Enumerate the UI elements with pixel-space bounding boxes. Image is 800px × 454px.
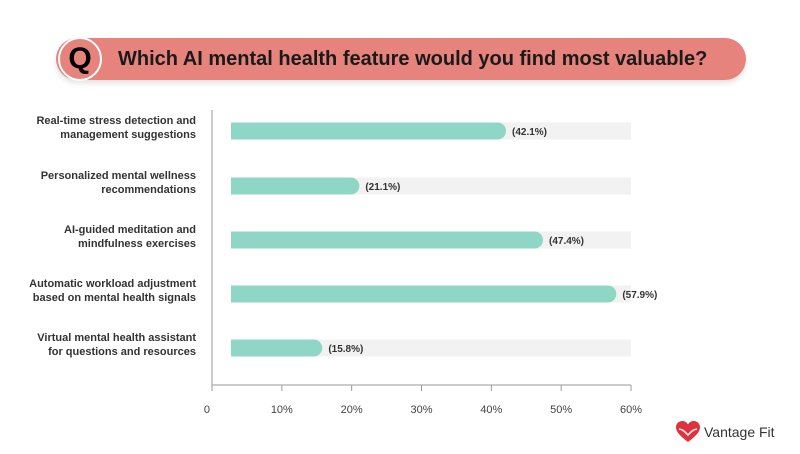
bar-value-label: (42.1%) [512, 127, 547, 138]
heart-icon [676, 421, 700, 442]
bar-value-label: (15.8%) [328, 344, 363, 355]
question-badge-letter: Q [68, 42, 92, 75]
question-title: Which AI mental health feature would you… [118, 48, 708, 70]
x-tick-label: 20% [341, 404, 363, 416]
category-label: AI-guided meditation and [64, 224, 196, 236]
category-label: Real-time stress detection and [36, 115, 196, 127]
category-label: mindfulness exercises [78, 238, 196, 250]
category-label: for questions and resources [48, 346, 196, 358]
brand-name: Vantage Fit [704, 424, 775, 440]
bar [231, 231, 544, 249]
category-label: management suggestions [60, 129, 196, 141]
bar [231, 177, 360, 195]
bar [231, 285, 617, 303]
bar-value-label: (21.1%) [365, 182, 400, 193]
bar-track [231, 339, 631, 357]
x-tick-label: 0 [204, 404, 210, 416]
x-tick-label: 60% [620, 404, 642, 416]
category-label: Virtual mental health assistant [37, 332, 196, 344]
x-tick-label: 40% [480, 404, 502, 416]
category-label: based on mental health signals [33, 292, 196, 304]
category-label: Automatic workload adjustment [29, 278, 196, 290]
question-badge: Q [58, 37, 102, 81]
x-tick-label: 10% [271, 404, 293, 416]
category-label: Personalized mental wellness [41, 170, 196, 182]
question-banner: Q Which AI mental health feature would y… [56, 37, 746, 81]
x-tick-label: 30% [410, 404, 432, 416]
x-tick-label: 50% [550, 404, 572, 416]
bar-value-label: (57.9%) [622, 290, 657, 301]
category-label: recommendations [101, 184, 196, 196]
bar [231, 122, 506, 140]
bar-value-label: (47.4%) [549, 236, 584, 247]
brand-logo: Vantage Fit [676, 420, 775, 444]
bar [231, 339, 323, 357]
